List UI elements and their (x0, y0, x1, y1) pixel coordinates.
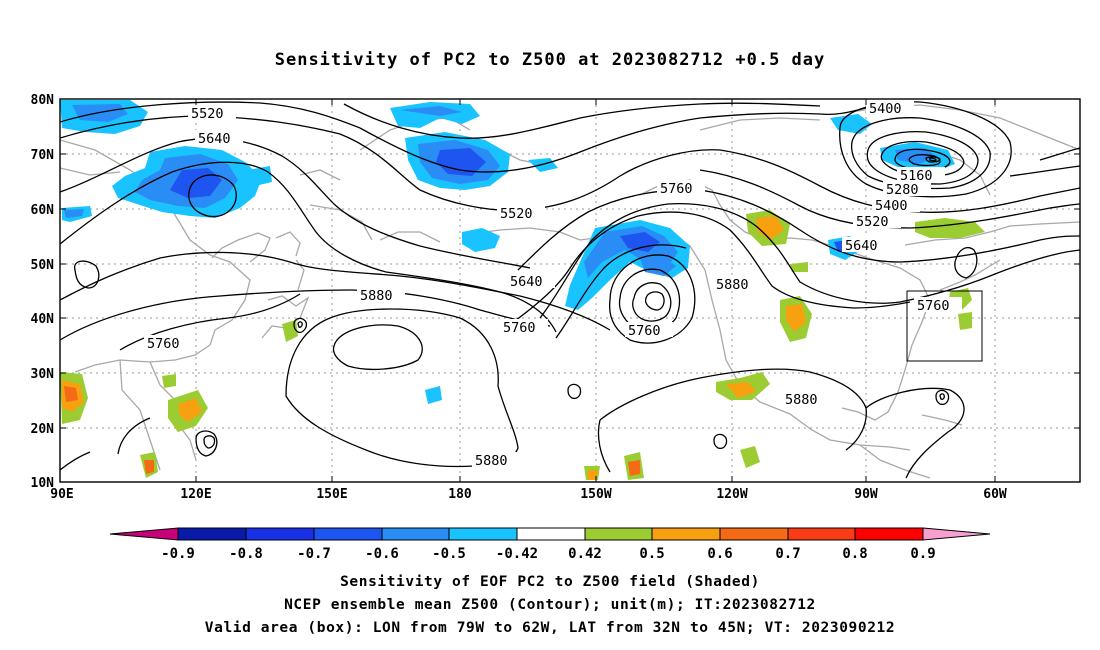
contour-label: 5880 (475, 453, 508, 469)
colorbar-label: -0.7 (297, 546, 331, 562)
colorbar-segment (719, 527, 789, 541)
map-title: Sensitivity of PC2 to Z500 at 2023082712… (274, 50, 826, 70)
colorbar-label: -0.9 (161, 546, 195, 562)
colorbar-label: 0.42 (568, 546, 602, 562)
colorbar-segment (516, 527, 586, 541)
contour-label: 5160 (900, 168, 933, 184)
lat-label: 40N (31, 312, 55, 327)
colorbar-segment (245, 527, 315, 541)
lon-label: 120W (716, 487, 747, 502)
caption-valid-area: Valid area (box): LON from 79W to 62W, L… (204, 620, 896, 636)
colorbar-label: 0.5 (639, 546, 664, 562)
colorbar (109, 527, 991, 541)
colorbar-label: 0.9 (910, 546, 935, 562)
lon-label: 90E (50, 487, 73, 502)
colorbar-label: 0.7 (775, 546, 800, 562)
colorbar-label: 0.6 (707, 546, 732, 562)
lat-label: 70N (31, 148, 55, 163)
contour-label: 5520 (856, 214, 889, 230)
lat-label: 60N (31, 203, 55, 218)
lon-label: 120E (180, 487, 211, 502)
lon-label: 150E (316, 487, 347, 502)
lat-label: 20N (31, 422, 55, 437)
caption-shading: Sensitivity of EOF PC2 to Z500 field (Sh… (340, 574, 760, 590)
negative-sensitivity-shading (60, 100, 955, 404)
colorbar-segment (177, 527, 247, 541)
contour-label: 5760 (917, 298, 950, 314)
lat-label: 50N (31, 258, 55, 273)
contour-label: 5640 (845, 238, 878, 254)
contour-labels: 5400 5520 5640 5160 5280 5400 5520 5640 … (144, 100, 962, 469)
colorbar-segment (651, 527, 721, 541)
contour-label: 5640 (510, 274, 543, 290)
map-plot-area (60, 99, 1080, 482)
latitude-axis (60, 98, 1080, 429)
colorbar-label: -0.8 (229, 546, 263, 562)
lat-label: 30N (31, 367, 55, 382)
contour-label: 5520 (500, 206, 533, 222)
contour-label: 5760 (628, 323, 661, 339)
colorbar-label: -0.6 (365, 546, 399, 562)
map-frame (59, 98, 1081, 483)
colorbar-segment (313, 527, 383, 541)
colorbar-label: 0.8 (842, 546, 867, 562)
coastlines (60, 104, 1080, 479)
colorbar-segment (448, 527, 518, 541)
colorbar-segment (922, 527, 991, 541)
colorbar-segment (381, 527, 450, 541)
lon-label: 180 (448, 487, 472, 502)
valid-area-box (906, 290, 983, 362)
contour-label: 5400 (875, 198, 908, 214)
lon-label: 150W (580, 487, 611, 502)
contour-label: 5640 (198, 131, 231, 147)
contour-label: 5520 (191, 106, 224, 122)
contour-label: 5760 (147, 336, 180, 352)
contour-label: 5880 (716, 277, 749, 293)
contour-label: 5760 (660, 181, 693, 197)
lon-label: 90W (854, 487, 878, 502)
contour-label: 5880 (360, 288, 393, 304)
colorbar-segment (584, 527, 653, 541)
positive-sensitivity-shading (60, 210, 985, 480)
colorbar-segment (109, 527, 179, 541)
contour-label: 5280 (886, 182, 919, 198)
contour-label: 5760 (503, 320, 536, 336)
colorbar-label: -0.5 (432, 546, 466, 562)
colorbar-segment (787, 527, 856, 541)
lat-label: 10N (31, 476, 55, 491)
lon-label: 60W (983, 487, 1007, 502)
colorbar-label: -0.42 (496, 546, 538, 562)
colorbar-segment (854, 527, 924, 541)
contour-label: 5400 (869, 101, 902, 117)
caption-contour: NCEP ensemble mean Z500 (Contour); unit(… (284, 597, 816, 613)
lat-label: 80N (31, 93, 55, 108)
contour-label: 5880 (785, 392, 818, 408)
longitude-axis (195, 99, 996, 482)
